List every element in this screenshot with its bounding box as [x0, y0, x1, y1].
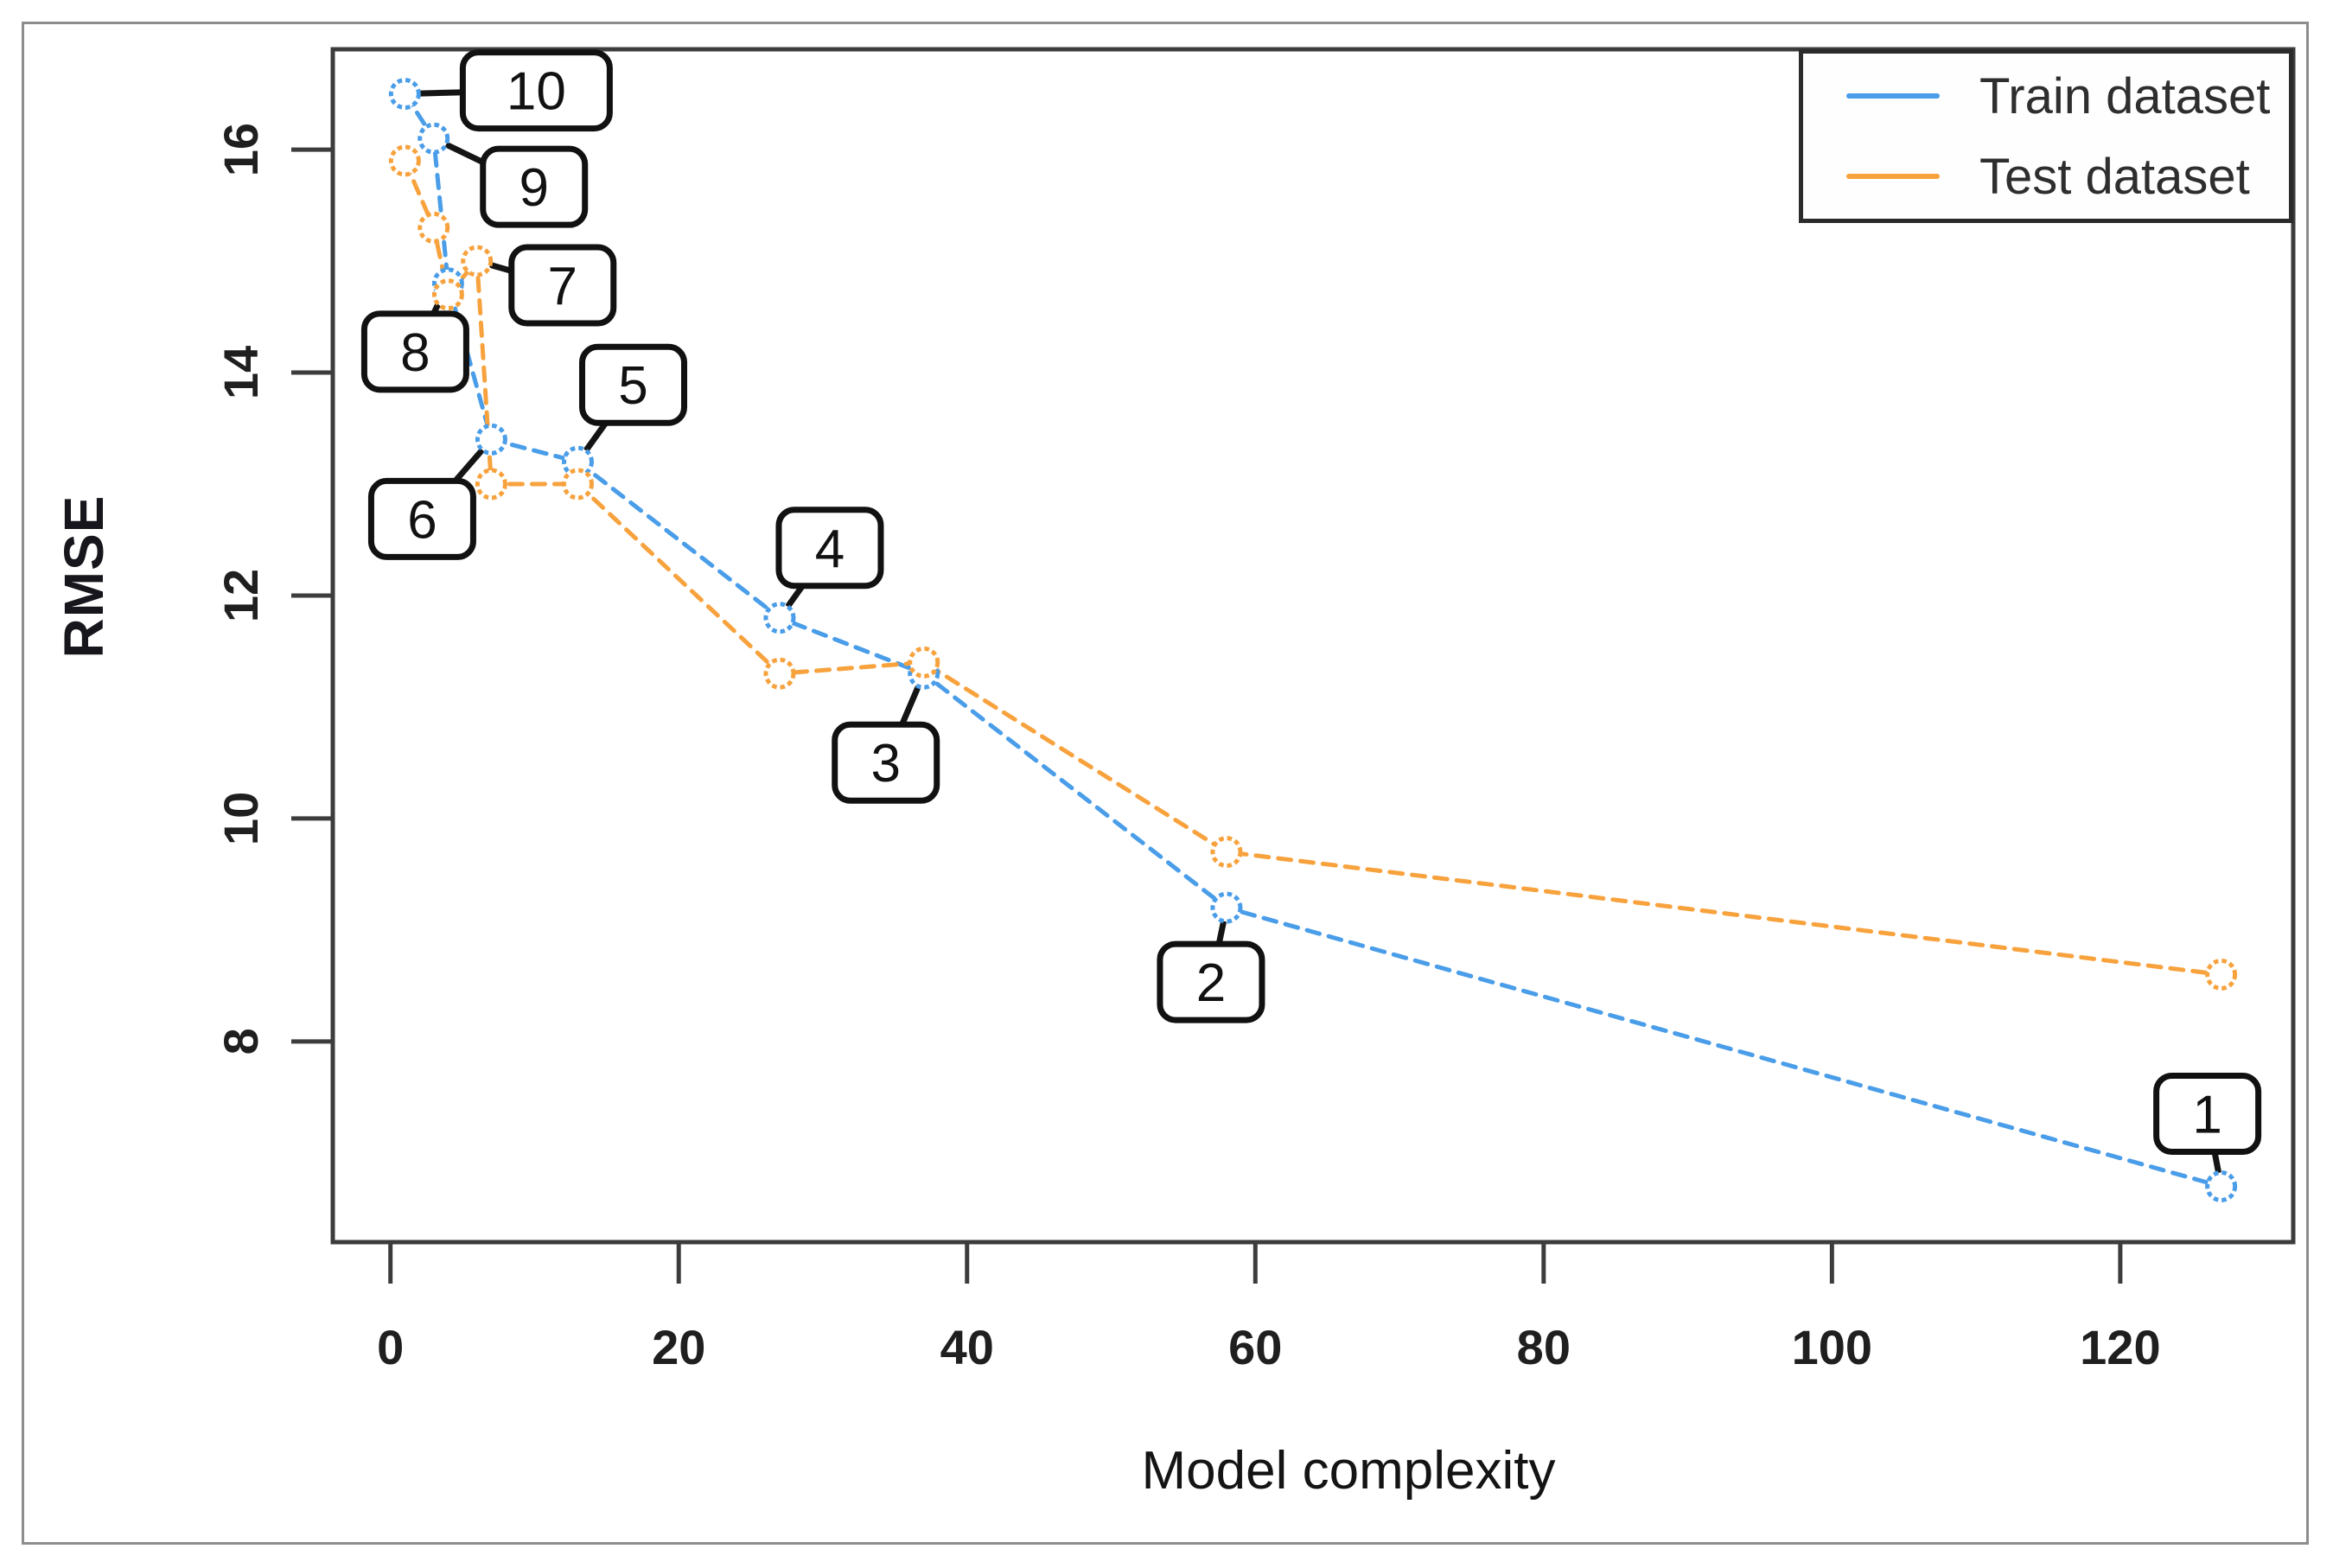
test-data-point: [1210, 836, 1243, 869]
legend-item-test: Test dataset: [1846, 148, 2289, 206]
x-tick-label: 0: [377, 1320, 404, 1374]
x-tick-label: 40: [940, 1320, 994, 1374]
train-data-point: [763, 602, 796, 634]
test-data-point: [461, 245, 494, 277]
point-label-box: [459, 49, 613, 132]
point-label-number: 9: [519, 158, 548, 218]
point-label-box: [367, 477, 476, 560]
point-label-number: 7: [548, 257, 577, 316]
test-data-point: [908, 646, 940, 679]
train-series-line: [402, 92, 2224, 1189]
point-label-box: [832, 721, 940, 804]
train-data-point: [1210, 891, 1243, 924]
point-label-box: [480, 145, 589, 228]
point-label-box: [775, 507, 884, 590]
point-label-box: [360, 310, 469, 393]
point-label-box: [1157, 940, 1265, 1023]
train-data-point: [475, 423, 507, 456]
train-line-swatch: [1846, 93, 1940, 99]
legend-item-train: Train dataset: [1846, 67, 2289, 125]
point-label-number: 2: [1196, 953, 1226, 1013]
point-label-box: [2153, 1073, 2262, 1156]
point-label-number: 4: [815, 519, 845, 579]
point-label-number: 1: [2192, 1086, 2221, 1145]
point-label-box: [579, 343, 687, 426]
test-data-point: [562, 468, 594, 500]
point-label-number: 8: [400, 323, 430, 383]
point-label-number: 5: [618, 356, 647, 416]
test-data-point: [431, 278, 464, 311]
y-tick-label: 8: [214, 1028, 268, 1055]
x-tick-label: 20: [652, 1320, 705, 1374]
point-label-box: [508, 244, 617, 327]
test-line-swatch: [1846, 174, 1940, 179]
test-series-line: [402, 158, 2224, 977]
train-data-point: [418, 122, 450, 155]
x-axis-title: Model complexity: [1141, 1441, 1556, 1501]
x-tick-label: 80: [1517, 1320, 1571, 1374]
legend-label-train: Train dataset: [1979, 67, 2271, 124]
test-data-point: [475, 468, 507, 500]
x-tick-label: 60: [1228, 1320, 1282, 1374]
legend: Train dataset Test dataset: [1799, 49, 2293, 223]
plot-frame: [330, 47, 2296, 1245]
point-label-number: 10: [507, 62, 566, 122]
y-tick-label: 10: [214, 792, 268, 845]
x-tick-label: 100: [1792, 1320, 1872, 1374]
x-tick-label: 120: [2080, 1320, 2160, 1374]
test-data-point: [388, 144, 421, 177]
point-label-number: 3: [870, 734, 900, 794]
test-data-point: [418, 211, 450, 244]
callout-layer: 1 2 3 4 5 6 7 8 9 10: [360, 49, 2262, 1175]
y-tick-label: 12: [214, 569, 268, 622]
train-data-point: [562, 445, 594, 478]
y-axis-title: RMSE: [53, 494, 115, 659]
y-tick-label: 14: [214, 346, 268, 399]
test-data-point: [763, 657, 796, 690]
legend-label-test: Test dataset: [1979, 148, 2250, 205]
train-data-point: [388, 78, 421, 111]
y-tick-label: 16: [214, 123, 268, 176]
point-label-number: 6: [407, 490, 437, 550]
test-data-point: [2205, 958, 2238, 991]
train-data-point: [2205, 1170, 2238, 1203]
